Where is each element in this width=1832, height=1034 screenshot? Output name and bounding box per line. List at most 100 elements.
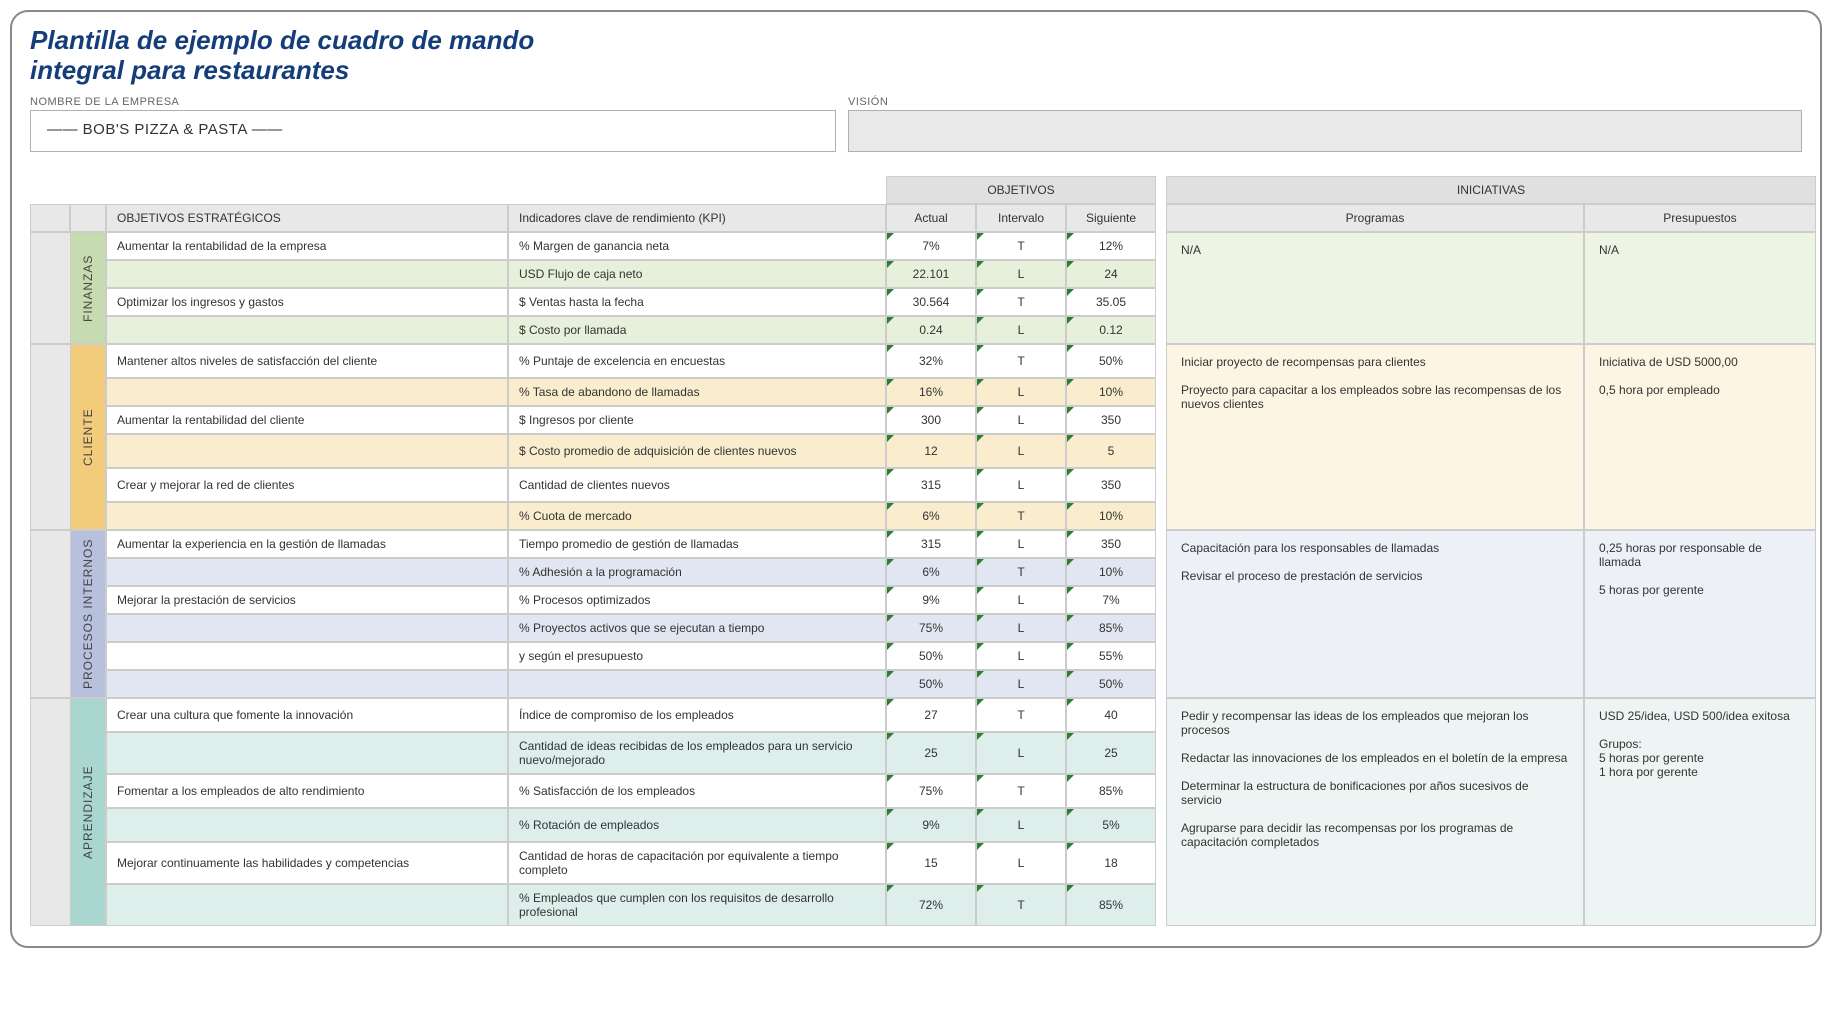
next-cell: 7%: [1066, 586, 1156, 614]
kpi-cell: % Adhesión a la programación: [508, 558, 886, 586]
actual-header: Actual: [886, 204, 976, 232]
objective-cell: Mejorar la prestación de servicios: [106, 586, 508, 614]
next-cell: 10%: [1066, 378, 1156, 406]
interval-cell: L: [976, 468, 1066, 502]
objective-cell: [106, 558, 508, 586]
objective-cell: [106, 260, 508, 288]
section-stub: [30, 530, 70, 698]
objective-cell: Aumentar la rentabilidad del cliente: [106, 406, 508, 434]
gap: [1156, 530, 1166, 698]
objective-cell: Aumentar la experiencia en la gestión de…: [106, 530, 508, 558]
interval-cell: L: [976, 842, 1066, 884]
interval-header: Intervalo: [976, 204, 1066, 232]
section-stub: [30, 232, 70, 344]
gap: [1156, 344, 1166, 530]
actual-cell: 6%: [886, 558, 976, 586]
kpi-cell: % Proyectos activos que se ejecutan a ti…: [508, 614, 886, 642]
objective-cell: [106, 614, 508, 642]
page-title: Plantilla de ejemplo de cuadro de mando …: [30, 26, 1802, 86]
budgets-aprendizaje: USD 25/idea, USD 500/idea exitosa Grupos…: [1584, 698, 1816, 926]
interval-cell: T: [976, 232, 1066, 260]
interval-cell: L: [976, 586, 1066, 614]
next-cell: 350: [1066, 406, 1156, 434]
kpi-cell: $ Costo promedio de adquisición de clien…: [508, 434, 886, 468]
goals-group-header: OBJETIVOS: [886, 176, 1156, 204]
interval-cell: L: [976, 732, 1066, 774]
vert-header: [70, 204, 106, 232]
actual-cell: 72%: [886, 884, 976, 926]
programs-header: Programas: [1166, 204, 1584, 232]
actual-cell: 9%: [886, 808, 976, 842]
section-label-cliente: CLIENTE: [70, 344, 106, 530]
kpi-cell: Índice de compromiso de los empleados: [508, 698, 886, 732]
next-cell: 350: [1066, 468, 1156, 502]
header-spacer: [30, 176, 886, 204]
kpi-cell: % Margen de ganancia neta: [508, 232, 886, 260]
interval-cell: T: [976, 558, 1066, 586]
gap: [1156, 204, 1166, 232]
objective-cell: [106, 316, 508, 344]
interval-cell: L: [976, 406, 1066, 434]
interval-cell: L: [976, 808, 1066, 842]
budgets-finanzas: N/A: [1584, 232, 1816, 344]
actual-cell: 27: [886, 698, 976, 732]
next-cell: 5: [1066, 434, 1156, 468]
budgets-cliente: Iniciativa de USD 5000,00 0,5 hora por e…: [1584, 344, 1816, 530]
actual-cell: 75%: [886, 614, 976, 642]
section-label-procesos: PROCESOS INTERNOS: [70, 530, 106, 698]
objective-cell: [106, 884, 508, 926]
objective-cell: [106, 670, 508, 698]
objective-cell: Optimizar los ingresos y gastos: [106, 288, 508, 316]
next-cell: 85%: [1066, 884, 1156, 926]
objective-cell: Aumentar la rentabilidad de la empresa: [106, 232, 508, 260]
programs-aprendizaje: Pedir y recompensar las ideas de los emp…: [1166, 698, 1584, 926]
kpi-cell: % Cuota de mercado: [508, 502, 886, 530]
actual-cell: 0.24: [886, 316, 976, 344]
vision-value: [848, 110, 1802, 152]
actual-cell: 50%: [886, 642, 976, 670]
interval-cell: T: [976, 698, 1066, 732]
objective-cell: [106, 502, 508, 530]
interval-cell: T: [976, 884, 1066, 926]
actual-cell: 22.101: [886, 260, 976, 288]
scorecard-grid: OBJETIVOSINICIATIVASOBJETIVOS ESTRATÉGIC…: [30, 176, 1802, 926]
objective-cell: [106, 378, 508, 406]
interval-cell: L: [976, 642, 1066, 670]
next-cell: 35.05: [1066, 288, 1156, 316]
actual-cell: 6%: [886, 502, 976, 530]
objectives-header: OBJETIVOS ESTRATÉGICOS: [106, 204, 508, 232]
next-cell: 85%: [1066, 774, 1156, 808]
kpi-cell: Cantidad de ideas recibidas de los emple…: [508, 732, 886, 774]
next-cell: 50%: [1066, 670, 1156, 698]
dashboard-frame: Plantilla de ejemplo de cuadro de mando …: [10, 10, 1822, 948]
objective-cell: [106, 808, 508, 842]
interval-cell: L: [976, 670, 1066, 698]
kpi-cell: % Tasa de abandono de llamadas: [508, 378, 886, 406]
kpi-cell: % Empleados que cumplen con los requisit…: [508, 884, 886, 926]
gap: [1156, 698, 1166, 926]
kpi-cell: % Puntaje de excelencia en encuestas: [508, 344, 886, 378]
objective-cell: Fomentar a los empleados de alto rendimi…: [106, 774, 508, 808]
company-label: NOMBRE DE LA EMPRESA: [30, 96, 836, 108]
kpi-cell: Cantidad de clientes nuevos: [508, 468, 886, 502]
objective-cell: [106, 434, 508, 468]
next-cell: 85%: [1066, 614, 1156, 642]
objective-cell: [106, 642, 508, 670]
budgets-header: Presupuestos: [1584, 204, 1816, 232]
section-stub: [30, 698, 70, 926]
kpi-header: Indicadores clave de rendimiento (KPI): [508, 204, 886, 232]
next-cell: 0.12: [1066, 316, 1156, 344]
kpi-cell: $ Ingresos por cliente: [508, 406, 886, 434]
actual-cell: 75%: [886, 774, 976, 808]
interval-cell: L: [976, 614, 1066, 642]
gap: [1156, 176, 1166, 204]
interval-cell: L: [976, 316, 1066, 344]
kpi-cell: % Satisfacción de los empleados: [508, 774, 886, 808]
next-cell: 5%: [1066, 808, 1156, 842]
actual-cell: 50%: [886, 670, 976, 698]
kpi-cell: $ Costo por llamada: [508, 316, 886, 344]
gap: [1156, 232, 1166, 344]
kpi-cell: y según el presupuesto: [508, 642, 886, 670]
programs-procesos: Capacitación para los responsables de ll…: [1166, 530, 1584, 698]
actual-cell: 16%: [886, 378, 976, 406]
